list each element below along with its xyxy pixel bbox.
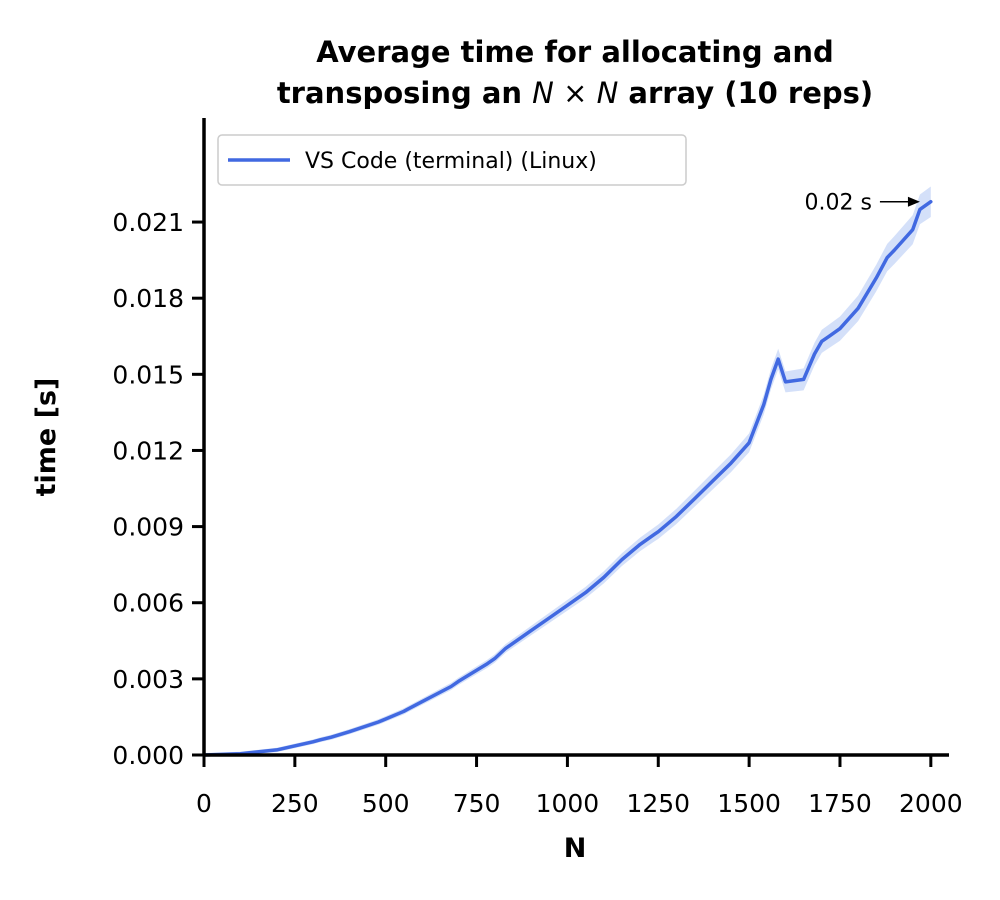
y-ticks: 0.000 0.003 0.006 0.009 0.012 0.015 0.018 0.021 [112, 208, 204, 770]
series-confidence-band [204, 186, 931, 755]
x-tick-label: 1500 [717, 789, 781, 818]
series-line [202, 199, 933, 757]
y-tick-label: 0.003 [112, 665, 184, 694]
y-tick-label: 0.000 [112, 741, 184, 770]
y-tick-label: 0.021 [112, 208, 184, 237]
chart-title-line1: Average time for allocating and [316, 35, 834, 69]
y-tick-label: 0.006 [112, 589, 184, 618]
annotation-label: 0.02 s [804, 191, 871, 216]
confidence-band-layer [204, 186, 931, 755]
y-tick-label: 0.018 [112, 284, 184, 313]
x-tick-label: 0 [196, 789, 212, 818]
chart-title-line2: transposing an N × N array (10 reps) [277, 76, 873, 110]
x-tick-label: 500 [362, 789, 410, 818]
x-tick-label: 1250 [626, 789, 690, 818]
series-line-layer [202, 199, 933, 757]
x-ticks: 0 250 500 750 1000 1250 1500 1750 2000 [196, 755, 963, 818]
annotation-arrowhead [907, 196, 920, 207]
x-axis-label: N [564, 833, 587, 864]
legend-label: VS Code (terminal) (Linux) [305, 149, 597, 174]
y-tick-label: 0.015 [112, 360, 184, 389]
y-tick-label: 0.012 [112, 436, 184, 465]
y-tick-label: 0.009 [112, 513, 184, 542]
y-axis-label: time [s] [31, 378, 62, 497]
x-tick-label: 2000 [899, 789, 963, 818]
x-tick-label: 750 [453, 789, 501, 818]
legend-frame [217, 134, 687, 186]
x-tick-label: 1750 [808, 789, 872, 818]
x-tick-label: 250 [271, 789, 319, 818]
legend: VS Code (terminal) (Linux) [217, 134, 687, 186]
x-tick-label: 1000 [536, 789, 600, 818]
annotation: 0.02 s [804, 191, 920, 216]
